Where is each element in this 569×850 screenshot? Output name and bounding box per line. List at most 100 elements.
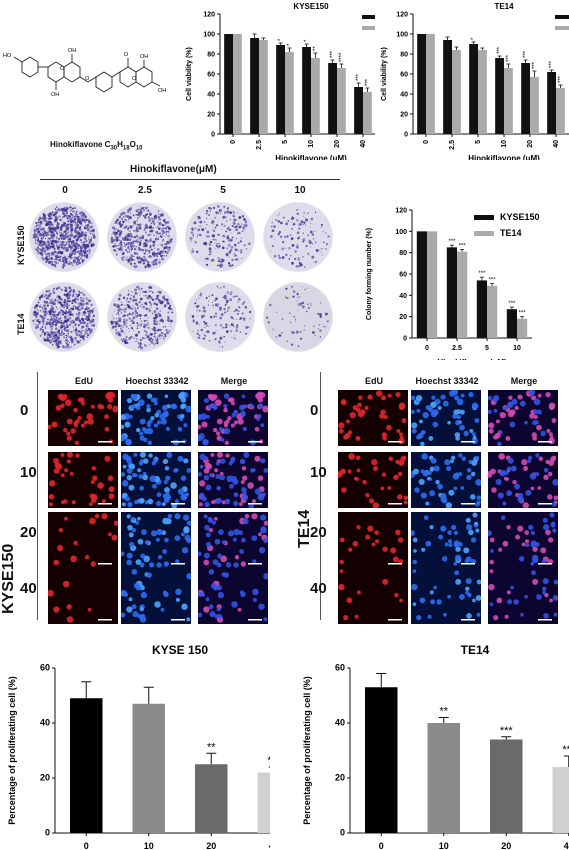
colony-col-label: 5 [220, 185, 226, 196]
x-tick-label: 20 [206, 841, 216, 850]
legend-label: TE14 [500, 228, 522, 238]
colony-row-label: KYSE150 [16, 225, 26, 265]
bar-24h [224, 34, 233, 134]
chemical-formula: Hinokiflavone C30H18O10 [50, 140, 143, 152]
micrograph-hoechst [411, 568, 481, 624]
colony-plate [186, 203, 254, 271]
chart-te14-proliferation: TE14 0 20 40 60 Percentage of proliferating c… [302, 643, 569, 850]
significance-label: *** [558, 75, 564, 83]
x-tick-label: 5 [485, 345, 489, 352]
significance-label: *** [489, 278, 497, 284]
bar-te14 [517, 318, 528, 338]
micrograph-edu [338, 452, 408, 508]
y-tick-label: 0 [211, 132, 215, 139]
y-tick-label: 60 [207, 72, 215, 79]
bar-24h [302, 47, 311, 134]
significance-label: *** [478, 271, 486, 277]
bar-kyse150 [446, 247, 457, 338]
bar [427, 723, 460, 833]
legend-swatch [474, 215, 494, 220]
y-tick-label: 0 [404, 132, 408, 139]
significance-label: *** [508, 301, 516, 307]
micrograph-hoechst [121, 512, 191, 568]
bar [70, 698, 103, 833]
x-tick-label: 10 [308, 140, 315, 148]
bar-24h [276, 45, 285, 134]
y-axis-label: Colony forming number (%) [366, 228, 373, 320]
x-tick-label: 40 [269, 841, 270, 850]
atom-label: OH [158, 88, 166, 94]
bar-48h [337, 68, 346, 134]
x-tick-label: 20 [334, 140, 341, 148]
bar [132, 703, 165, 833]
edu-column-label: EdU [365, 376, 383, 386]
bar-kyse150 [476, 280, 487, 338]
x-tick-label: 10 [501, 140, 508, 148]
atom-label: O [85, 76, 90, 82]
bar [365, 687, 398, 833]
atom-label: OH [140, 54, 148, 60]
legend-swatch [362, 26, 375, 30]
chart-title: KYSE150 [293, 2, 329, 11]
atom-label: O [132, 76, 137, 82]
atom-label: O [60, 66, 65, 72]
significance-label: *** [330, 50, 336, 58]
y-tick-label: 20 [335, 773, 345, 783]
significance-label: * [304, 39, 310, 42]
colony-header-rule [40, 179, 340, 180]
bar [195, 764, 228, 833]
y-tick-label: 0 [45, 828, 50, 838]
y-tick-label: 80 [400, 52, 408, 59]
x-tick-label: 5 [475, 140, 482, 144]
micrograph-merge [198, 390, 268, 446]
significance-label: *** [356, 73, 362, 81]
y-axis-label: Cell viability (%) [186, 47, 193, 101]
edu-dose-label: 20 [310, 524, 327, 541]
micrograph-merge [198, 568, 268, 624]
significance-label: * [287, 43, 293, 46]
colony-col-label: 10 [294, 185, 306, 196]
x-tick-label: 20 [501, 841, 511, 850]
micrograph-merge [488, 452, 558, 508]
significance-label: * [471, 37, 477, 40]
bar-48h [530, 77, 539, 134]
atom-label: OH [68, 48, 76, 54]
micrograph-edu [48, 512, 118, 568]
significance-label: *** [365, 78, 371, 86]
significance-label: * [278, 38, 284, 41]
legend-swatch [474, 231, 494, 236]
edu-dose-label: 0 [310, 402, 319, 419]
bar-48h [363, 92, 372, 134]
x-axis-label: Hinokiflavone (μM) [275, 154, 347, 160]
bar-24h [328, 63, 337, 134]
x-tick-label: 20 [527, 140, 534, 148]
legend-label: KYSE150 [500, 212, 540, 222]
legend-swatch [555, 26, 569, 30]
x-tick-label: 40 [553, 140, 560, 148]
micrograph-edu [48, 568, 118, 624]
edu-column-label: Merge [510, 376, 538, 386]
y-tick-label: 80 [207, 52, 215, 59]
micrograph-edu [48, 452, 118, 508]
y-tick-label: 20 [399, 314, 407, 321]
significance-label: *** [459, 243, 467, 249]
bar [552, 767, 569, 833]
y-tick-label: 20 [400, 112, 408, 119]
y-tick-label: 40 [207, 92, 215, 99]
bar-te14 [427, 231, 438, 338]
y-tick-label: 40 [400, 92, 408, 99]
x-tick-label: 0 [425, 345, 429, 352]
y-tick-label: 120 [396, 12, 408, 19]
significance-label: *** [497, 46, 503, 54]
x-tick-label: 2.5 [256, 140, 263, 150]
legend-swatch [362, 15, 375, 19]
significance-label: *** [448, 239, 456, 245]
bar-24h [417, 34, 426, 134]
edu-column-label: Hoechst 33342 [125, 376, 189, 386]
edu-dose-label: 20 [20, 524, 37, 541]
bar-48h [452, 50, 461, 134]
y-tick-label: 120 [203, 12, 215, 19]
x-axis-label: Hinokiflavone(μM) [437, 358, 507, 360]
chart-title: TE14 [461, 643, 490, 657]
edu-column-label: EdU [75, 376, 93, 386]
